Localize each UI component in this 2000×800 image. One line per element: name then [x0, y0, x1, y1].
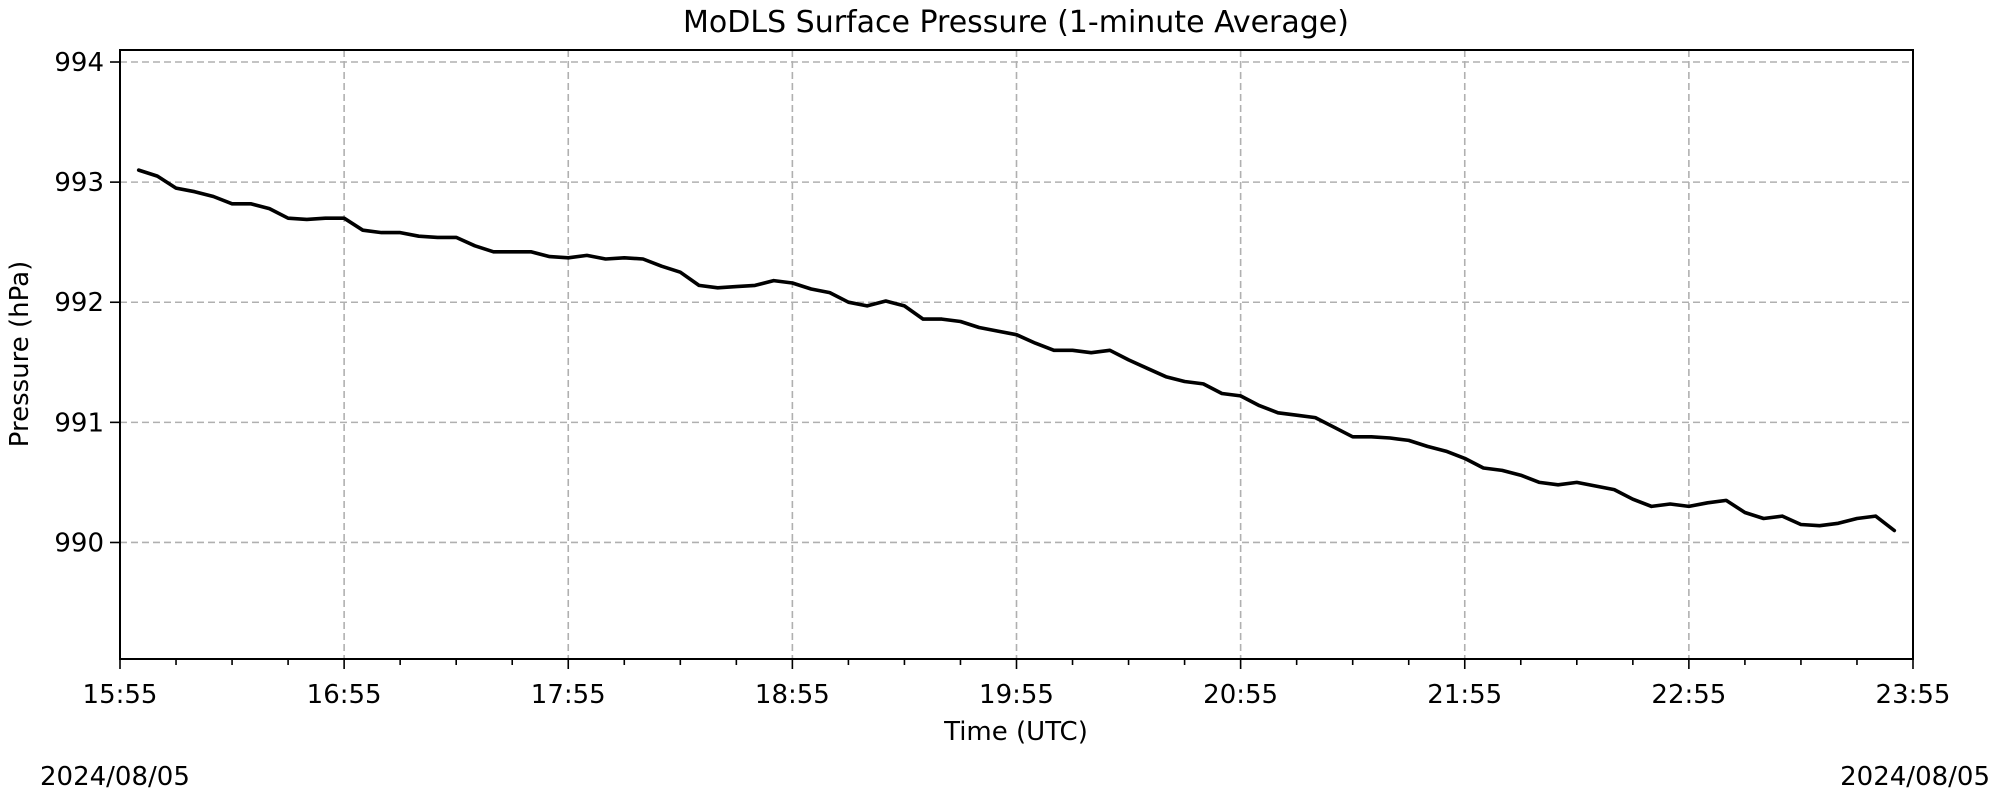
y-tick-label: 990: [54, 528, 104, 558]
x-tick-label: 18:55: [755, 680, 830, 710]
end-date-label: 2024/08/05: [1840, 762, 1990, 792]
start-date-label: 2024/08/05: [40, 762, 190, 792]
x-tick-label: 19:55: [979, 680, 1054, 710]
x-tick-label: 15:55: [83, 680, 158, 710]
x-axis-label: Time (UTC): [943, 717, 1088, 747]
pressure-series-line: [136, 168, 1897, 533]
y-tick-label: 994: [54, 48, 104, 78]
x-tick-label: 20:55: [1203, 680, 1278, 710]
grid-layer: [119, 50, 1914, 659]
x-tick-label: 21:55: [1427, 680, 1502, 710]
x-tick-label: 22:55: [1651, 680, 1726, 710]
y-tick-label: 991: [54, 408, 104, 438]
chart-title: MoDLS Surface Pressure (1-minute Average…: [683, 5, 1349, 40]
x-tick-label: 17:55: [531, 680, 606, 710]
tick-layer: 15:55 16:55 17:55 18:55 19:55 20:55 21:55 22:55…: [54, 48, 1950, 710]
y-tick-label: 992: [54, 288, 104, 318]
y-tick-label: 993: [54, 168, 104, 198]
y-axis-label: Pressure (hPa): [5, 261, 35, 448]
x-tick-label: 16:55: [307, 680, 382, 710]
x-tick-label: 23:55: [1876, 680, 1951, 710]
